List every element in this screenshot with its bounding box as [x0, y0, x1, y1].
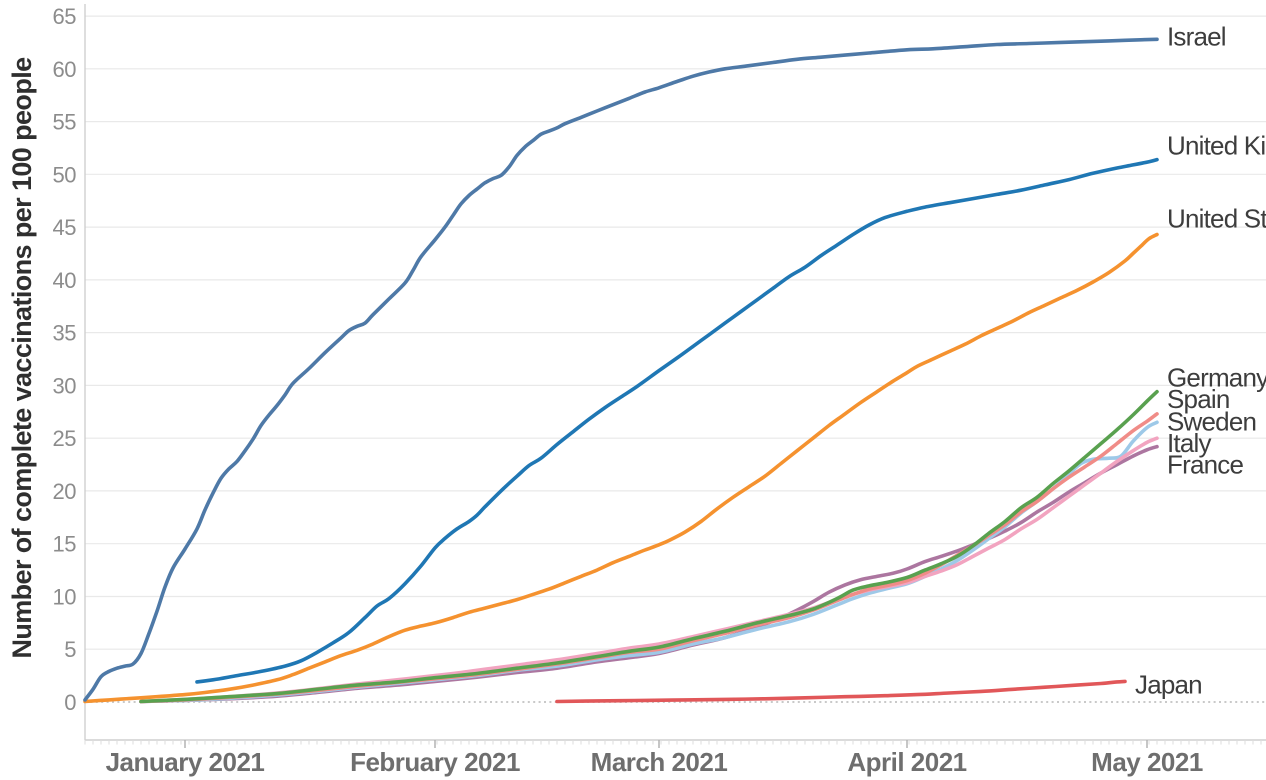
- grid-layer: [85, 15, 1266, 703]
- x-month-label: April 2021: [847, 747, 966, 777]
- y-tick-label: 5: [64, 637, 76, 662]
- y-tick-label: 20: [53, 479, 77, 504]
- series-layer: [83, 37, 1159, 704]
- series-line-united-kingdom: [195, 157, 1159, 684]
- series-label-japan: Japan: [1135, 669, 1202, 699]
- series-line-germany: [139, 389, 1159, 704]
- series-line-japan: [555, 679, 1127, 704]
- y-tick-label: 15: [53, 532, 77, 557]
- series-label-united-kingdom: United Kingdom: [1167, 131, 1266, 161]
- series-label-germany: Germany: [1167, 363, 1266, 393]
- series-label-united-states: United States: [1167, 204, 1266, 234]
- x-month-label: May 2021: [1091, 747, 1203, 777]
- y-tick-label: 65: [53, 4, 77, 29]
- y-tick-label: 25: [53, 426, 77, 451]
- y-tick-label: 10: [53, 585, 77, 610]
- y-tick-label: 0: [64, 690, 76, 715]
- series-label-sweden: Sweden: [1167, 406, 1256, 436]
- y-tick-label: 45: [53, 215, 77, 240]
- x-month-label: January 2021: [106, 747, 265, 777]
- x-month-label: February 2021: [350, 747, 520, 777]
- y-axis-title: Number of complete vaccinations per 100 …: [7, 57, 37, 659]
- y-tick-label: 30: [53, 373, 77, 398]
- series-label-israel: Israel: [1167, 21, 1226, 51]
- y-tick-label: 40: [53, 268, 77, 293]
- x-month-label: March 2021: [591, 747, 728, 777]
- y-tick-label: 55: [53, 110, 77, 135]
- series-label-france: France: [1167, 450, 1243, 480]
- y-tick-label: 60: [53, 57, 77, 82]
- axis-layer: 0 5 10 15 20 25 30 35 40 45 50 55 60 65 January 2021 Fe…: [53, 4, 1266, 777]
- series-line-united-states: [83, 232, 1159, 704]
- series-line-spain: [139, 412, 1159, 704]
- series-label-italy: Italy: [1167, 428, 1211, 458]
- y-tick-label: 50: [53, 162, 77, 187]
- series-label-spain: Spain: [1167, 384, 1230, 414]
- y-tick-label: 35: [53, 321, 77, 346]
- series-line-israel: [83, 37, 1159, 702]
- series-line-sweden: [139, 420, 1159, 704]
